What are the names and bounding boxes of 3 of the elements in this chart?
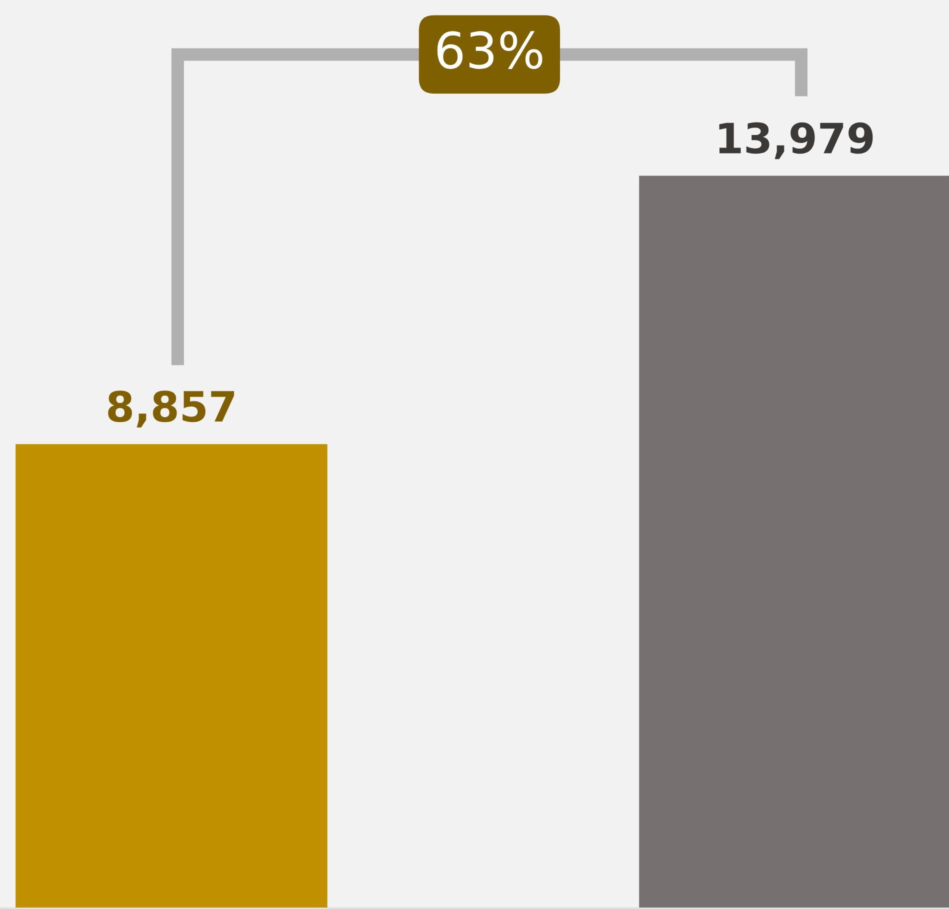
data-label: 13,979 <box>719 122 873 160</box>
text: 63% <box>437 31 542 69</box>
data-label: 8,857 <box>108 390 234 428</box>
